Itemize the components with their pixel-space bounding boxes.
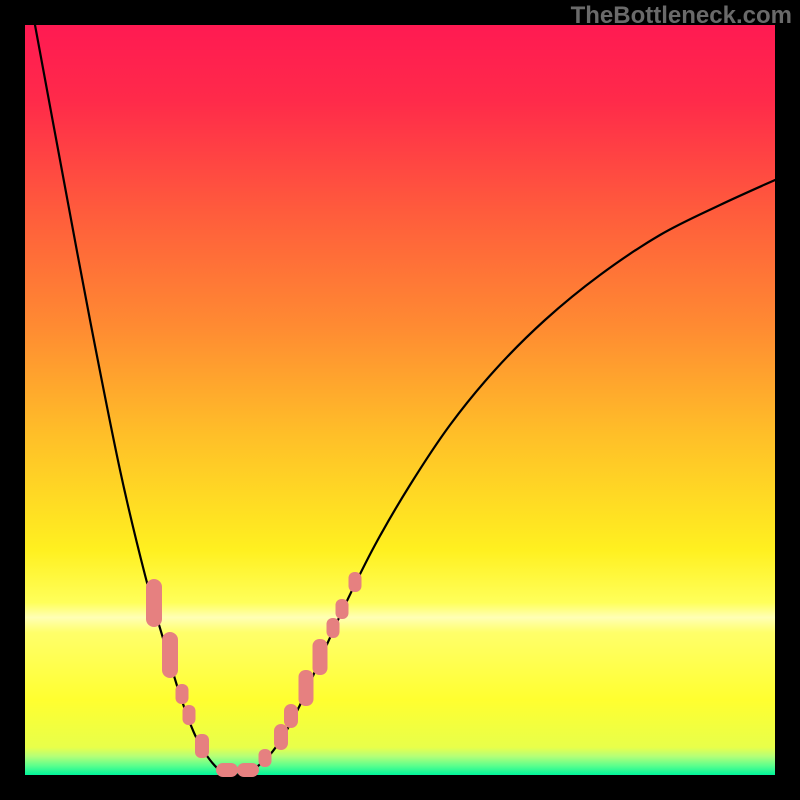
curve-marker bbox=[216, 763, 238, 777]
bottleneck-chart bbox=[0, 0, 800, 800]
curve-marker bbox=[313, 639, 328, 675]
chart-frame: { "watermark": "TheBottleneck.com", "cha… bbox=[0, 0, 800, 800]
curve-marker bbox=[162, 632, 178, 678]
chart-background bbox=[25, 25, 775, 775]
curve-marker bbox=[176, 684, 189, 704]
curve-marker bbox=[237, 763, 259, 777]
watermark-text: TheBottleneck.com bbox=[571, 2, 792, 30]
curve-marker bbox=[146, 579, 162, 627]
curve-marker bbox=[284, 704, 298, 728]
curve-marker bbox=[336, 599, 349, 619]
curve-marker bbox=[349, 572, 362, 592]
curve-marker bbox=[299, 670, 314, 706]
curve-marker bbox=[183, 705, 196, 725]
curve-marker bbox=[327, 618, 340, 638]
curve-marker bbox=[259, 749, 272, 767]
curve-marker bbox=[274, 724, 288, 750]
curve-marker bbox=[195, 734, 209, 758]
